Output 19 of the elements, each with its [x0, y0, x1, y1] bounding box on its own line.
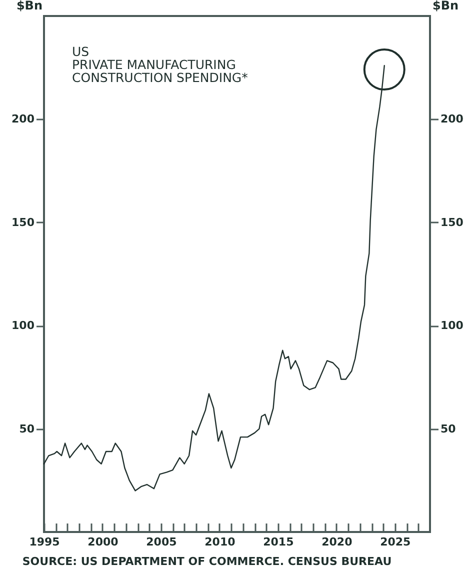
y2-tick-label: 50	[440, 422, 456, 436]
annotation: US PRIVATE MANUFACTURING CONSTRUCTION SPENDING*	[72, 44, 248, 85]
x-tick-label: 2025	[380, 536, 411, 548]
y-tick-label: 150	[12, 216, 35, 229]
y-tick-label: 50	[19, 422, 35, 436]
source-note: SOURCE: US DEPARTMENT OF COMMERCE. CENSUS BUREAU	[22, 555, 392, 568]
y-axis-title: $Bn	[16, 0, 42, 12]
y2-axis-title: $Bn	[432, 0, 459, 12]
x-tick-label: 1995	[29, 536, 60, 548]
y2-tick-label: 150	[440, 216, 464, 229]
y-tick-label: 200	[12, 112, 35, 126]
y-tick-label: 100	[12, 319, 35, 332]
x-tick-label: 2015	[263, 536, 294, 548]
y2-tick-label: 100	[440, 319, 464, 332]
x-tick-label: 2000	[88, 536, 119, 548]
x-tick-label: 2005	[146, 536, 177, 548]
x-tick-label: 2010	[204, 536, 236, 548]
x-tick-label: 2020	[322, 536, 353, 548]
y2-tick-label: 200	[440, 112, 464, 126]
